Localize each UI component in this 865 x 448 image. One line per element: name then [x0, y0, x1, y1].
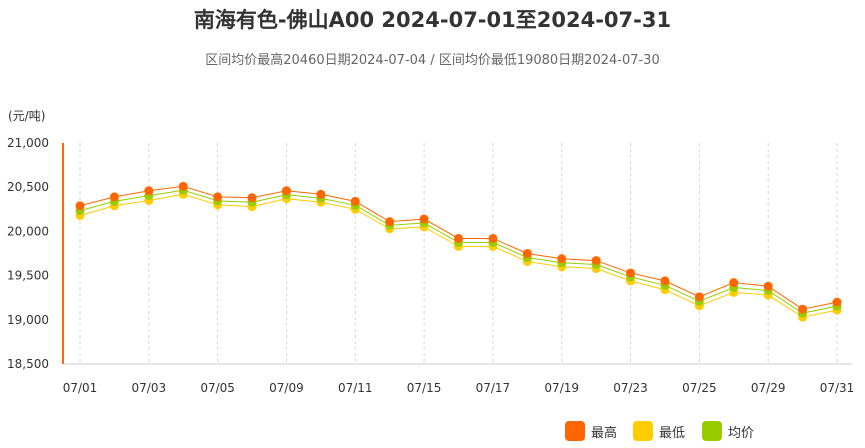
x-tick-labels: 07/01 07/03 07/05 07/09 07/11 07/15 07/17 07/19… [63, 381, 855, 395]
series-line-low [79, 193, 838, 318]
point-high [522, 249, 532, 258]
legend-label-low: 最低 [659, 425, 686, 441]
point-high [798, 304, 808, 314]
y-tick-label: 21,000 [7, 136, 49, 150]
point-high [626, 268, 636, 278]
chart-subtitle: 区间均价最高20460日期2024-07-04 / 区间均价最低19080日期2… [205, 53, 660, 68]
x-tick-label: 07/15 [407, 381, 442, 395]
point-high [350, 196, 360, 206]
legend-label-high: 最高 [591, 425, 618, 441]
legend-swatch-low [633, 421, 653, 441]
point-high [660, 276, 670, 286]
series-lines [79, 185, 838, 318]
legend-swatch-high [565, 421, 585, 441]
point-high [75, 201, 85, 211]
point-high [591, 256, 601, 266]
x-tick-label: 07/09 [269, 381, 304, 395]
x-tick-label: 07/19 [544, 381, 579, 395]
y-tick-label: 19,500 [7, 269, 49, 283]
y-tick-label: 19,000 [7, 313, 49, 327]
point-high [247, 193, 257, 203]
point-high [316, 189, 326, 199]
series-line-avg [79, 189, 838, 314]
legend-item-low[interactable]: 最低 [633, 421, 685, 441]
point-high [109, 192, 119, 202]
point-high [454, 233, 463, 243]
point-high [729, 278, 739, 288]
point-high [763, 281, 773, 291]
point-high [488, 233, 498, 243]
y-axis-label: (元/吨) [8, 109, 45, 123]
point-high [694, 292, 704, 302]
x-tick-label: 07/25 [682, 381, 717, 395]
y-tick-label: 18,500 [7, 357, 49, 371]
x-tick-label: 07/29 [751, 381, 786, 395]
x-tick-label: 07/31 [820, 381, 855, 395]
legend-swatch-avg [702, 421, 722, 441]
point-high [557, 254, 567, 264]
x-tick-label: 07/01 [63, 381, 98, 395]
point-high [178, 181, 188, 191]
axes [62, 143, 852, 365]
point-high [281, 186, 291, 196]
grid-lines [79, 143, 838, 364]
chart-legend: 最高 最低 均价 [0, 421, 865, 441]
point-high [213, 192, 223, 202]
x-tick-label: 07/23 [613, 381, 648, 395]
point-high [144, 186, 154, 196]
legend-label-avg: 均价 [728, 425, 755, 441]
chart-title: 南海有色-佛山A00 2024-07-01至2024-07-31 [193, 8, 672, 32]
x-tick-label: 07/11 [338, 381, 373, 395]
x-tick-label: 07/17 [476, 381, 511, 395]
legend-item-avg[interactable]: 均价 [702, 421, 754, 441]
point-high [385, 217, 395, 227]
x-tick-label: 07/03 [132, 381, 167, 395]
y-tick-label: 20,000 [7, 224, 49, 238]
x-tick-label: 07/05 [200, 381, 235, 395]
series-points [75, 181, 842, 322]
point-high [832, 297, 842, 307]
y-tick-label: 20,500 [7, 180, 49, 194]
point-high [419, 214, 429, 224]
y-tick-labels: 21,000 20,500 20,000 19,500 19,000 18,500 [7, 136, 49, 371]
legend-item-high[interactable]: 最高 [565, 421, 617, 441]
